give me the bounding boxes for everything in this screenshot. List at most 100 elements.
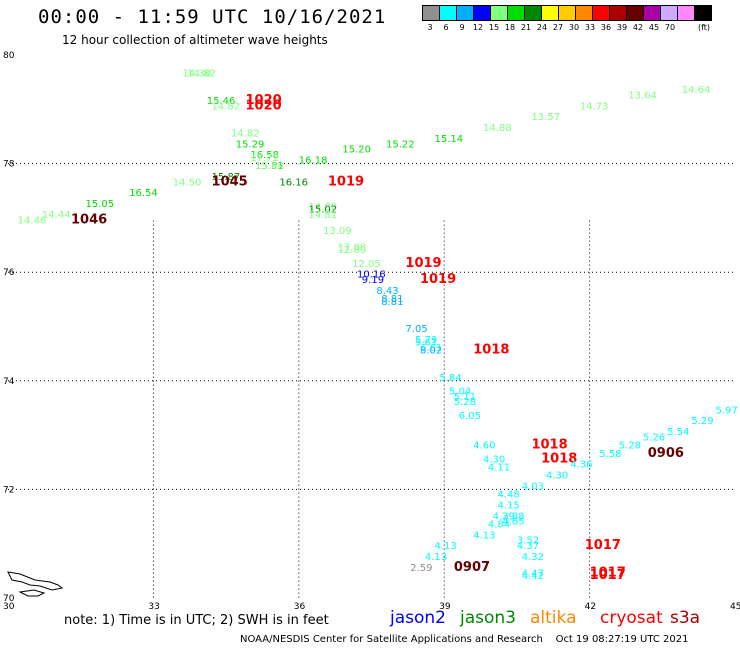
pressure-label: 1020 — [245, 98, 281, 113]
legend-label: 33 — [584, 23, 596, 32]
lon-tick-label: 36 — [294, 602, 306, 612]
wave-height-label: 4.13 — [435, 541, 457, 552]
footer-note: note: 1) Time is in UTC; 2) SWH is in fe… — [64, 613, 329, 628]
legend-label: 45 — [648, 23, 660, 32]
wave-height-label: 4.65 — [502, 517, 524, 528]
legend-label: 24 — [536, 23, 548, 32]
axis-labels: 30 33 36 39 42 45 70 72 74 76 78 80 — [3, 51, 740, 612]
wave-height-label: 15.02 — [308, 204, 337, 215]
pressure-label: 1018 — [531, 438, 567, 453]
pressure-label: 1046 — [71, 212, 107, 227]
wave-height-label: 5.28 — [619, 441, 641, 452]
legend-swatch — [694, 5, 712, 21]
wave-height-label: 15.05 — [86, 199, 115, 210]
wave-height-label: 5.11 — [454, 392, 476, 403]
legend-label: 12 — [472, 23, 484, 32]
lon-tick-label: 30 — [3, 602, 15, 612]
pressure-label: 1018 — [473, 343, 509, 358]
legend-label: 27 — [552, 23, 564, 32]
satellite-altika: altika — [530, 608, 577, 628]
wave-height-label: 6.05 — [459, 411, 481, 422]
wave-height-label: 14.30 — [182, 69, 211, 80]
lat-tick-label: 76 — [3, 268, 15, 278]
wave-height-label: 7.05 — [405, 324, 427, 335]
wave-height-label: 5.58 — [599, 449, 621, 460]
wave-height-label: 8.43 — [376, 286, 398, 297]
legend-label: 30 — [568, 23, 580, 32]
wave-height-label: 4.30 — [546, 471, 568, 482]
map-title: 00:00 - 11:59 UTC 10/16/2021 — [38, 6, 387, 28]
wave-height-label: 8.02 — [420, 346, 442, 357]
wave-height-label: 4.60 — [473, 441, 495, 452]
wave-height-label: 15.84 — [255, 161, 284, 172]
pressure-label: 1019 — [405, 256, 441, 271]
wave-height-label: 14.64 — [682, 85, 711, 96]
wave-height-label: 5.28 — [454, 397, 476, 408]
wave-height-label: 4.32 — [522, 552, 544, 563]
pressure-label: 1020 — [245, 93, 281, 108]
wave-height-label: 4.11 — [488, 462, 510, 473]
wave-height-label: 14.82 — [231, 128, 260, 139]
wave-height-label: 14.44 — [42, 210, 71, 221]
wave-height-label: 14.46 — [18, 215, 47, 226]
wave-height-label: 2.59 — [410, 563, 432, 574]
wave-height-label: 4.48 — [498, 490, 520, 501]
legend-labels: 3 6 9 12 15 18 21 24 27 30 33 36 39 42 45 70 (ft) — [422, 23, 714, 32]
legend-label: 15 — [488, 23, 500, 32]
wave-height-label: 12.05 — [352, 259, 381, 270]
lat-tick-label: 72 — [3, 485, 14, 495]
pressure-label: 0907 — [454, 560, 490, 575]
wave-height-label: 8.81 — [381, 297, 403, 308]
legend-label: 6 — [443, 23, 449, 32]
wave-height-label: 14.82 — [187, 69, 216, 80]
legend-label: 36 — [600, 23, 612, 32]
wave-height-label: 15.20 — [342, 145, 371, 156]
wave-height-label: 14.82 — [212, 101, 241, 112]
wave-height-label: 5.26 — [643, 433, 665, 444]
wave-height-label: 15.14 — [435, 134, 464, 145]
pressure-label: 0906 — [648, 446, 684, 461]
wave-height-label: 5.29 — [691, 416, 713, 427]
wave-height-label: 14.73 — [580, 101, 609, 112]
pressure-label: 1017 — [585, 538, 621, 553]
legend-unit: (ft) — [697, 23, 711, 32]
satellite-cryosat: cryosat — [600, 608, 663, 628]
legend-swatches — [422, 5, 714, 21]
wave-height-label: 15.87 — [212, 172, 241, 183]
lon-tick-label: 33 — [148, 602, 159, 612]
coastline-svalbard — [7, 571, 64, 597]
wave-height-label: 4.42 — [522, 571, 544, 582]
satellite-jason2: jason2 — [390, 608, 446, 628]
wave-height-label: 15.46 — [207, 96, 236, 107]
wave-height-label: 4.84 — [488, 519, 510, 530]
wave-height-label: 4.47 — [522, 568, 544, 579]
pressure-label: 1017 — [590, 568, 626, 583]
wave-height-label: 5.84 — [439, 373, 461, 384]
legend-label: 21 — [520, 23, 532, 32]
wave-height-label: 9.19 — [362, 275, 384, 286]
wave-height-label: 14.80 — [308, 202, 337, 213]
satellite-jason3: jason3 — [460, 608, 516, 628]
lat-lon-grid — [8, 163, 735, 598]
wave-height-label: 10.16 — [357, 270, 386, 281]
wave-height-label: 15.51 — [255, 161, 284, 172]
lat-tick-label: 78 — [3, 160, 15, 170]
wave-height-label: 14.50 — [173, 177, 202, 188]
pressure-label: 1017 — [590, 565, 626, 580]
legend-label: 3 — [427, 23, 433, 32]
wave-height-label: 5.04 — [449, 386, 471, 397]
wave-height-label: 16.18 — [299, 156, 328, 167]
legend-label: 39 — [616, 23, 628, 32]
wave-height-label: 4.13 — [473, 530, 495, 541]
wave-height-label: 5.79 — [415, 335, 437, 346]
wave-height-label: 4.36 — [570, 460, 592, 471]
wave-height-label: 16.16 — [279, 177, 308, 188]
lat-tick-label: 80 — [3, 51, 15, 61]
lon-tick-label: 45 — [730, 602, 740, 612]
lat-tick-label: 70 — [3, 594, 15, 604]
satellite-s3a: s3a — [670, 608, 701, 628]
pressure-label: 1018 — [541, 451, 577, 466]
wave-height-label: 13.09 — [323, 226, 352, 237]
